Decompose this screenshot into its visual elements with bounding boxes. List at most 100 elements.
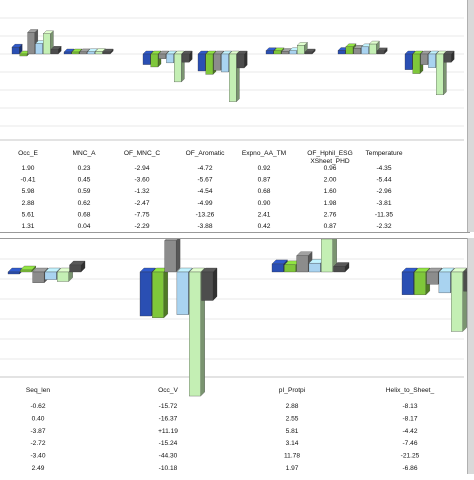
table-cell: 2.88 [22,200,35,207]
table-cell: -4.72 [197,165,212,172]
table-cell: -2.96 [376,188,391,195]
column-header: Seq_len [26,387,51,394]
table-cell: 0.87 [324,223,337,230]
bar [402,272,414,295]
bar [272,264,284,272]
table-cell: -3.60 [134,177,149,184]
bar [427,272,439,284]
column-header: OF_MNC_C [124,150,161,157]
bar [405,54,412,70]
table-cell: 0.90 [258,200,271,207]
bar [444,54,451,62]
bar [152,272,164,318]
table-cell: -8.17 [402,415,417,422]
table-cell: 5.81 [286,428,299,435]
table-cell: -3.88 [197,223,212,230]
table-cell: 0.59 [78,188,91,195]
bar [28,32,35,54]
table-cell: 2.88 [286,403,299,410]
table-cell: -2.29 [134,223,149,230]
bar [338,51,345,54]
bar [45,272,57,280]
table-cell: -16.37 [159,415,178,422]
table-cell: 1.98 [324,200,337,207]
bar [289,51,296,54]
table-cell: 1.97 [286,465,299,472]
table-cell: -4.42 [402,428,417,435]
column-header: MNC_A [72,150,96,157]
bar [8,272,20,274]
bar [309,263,321,272]
table-cell: -10.18 [159,465,178,472]
top-scrollbar[interactable] [467,0,474,232]
bar-side [176,239,180,272]
bar [451,272,463,332]
table-cell: 2.76 [324,211,337,218]
table-cell: 0.62 [78,200,91,207]
table-cell: 2.55 [286,415,299,422]
bar [237,54,244,68]
bar [43,34,50,54]
table-cell: -5.67 [197,177,212,184]
table-cell: 0.96 [324,165,337,172]
table-cell: 0.23 [78,165,91,172]
column-header: pI_Protpi [279,387,306,394]
bar [12,47,19,54]
bar [202,272,214,301]
bar [266,51,273,54]
bar [177,272,189,315]
bar [72,52,79,54]
bar [421,54,428,65]
column-header: XSheet_PHD [310,158,349,165]
bar [35,44,42,54]
bar [20,270,32,272]
bar [229,54,236,102]
table-cell: -3.87 [30,428,45,435]
table-cell: -8.13 [402,403,417,410]
table-cell: -2.32 [376,223,391,230]
bar [214,54,221,70]
bar [140,272,152,316]
bar [413,54,420,74]
table-cell: -4.99 [197,200,212,207]
bar [182,54,189,62]
bar [361,47,368,54]
table-cell: -5.44 [376,177,391,184]
table-cell: -2.94 [134,165,149,172]
bar [274,51,281,54]
bar [159,54,166,59]
bar [57,272,68,282]
bar [198,54,205,71]
table-cell: -7.75 [134,211,149,218]
bar [321,239,333,272]
table-cell: -21.25 [401,453,420,460]
bar [414,272,426,295]
table-cell: 0.45 [78,177,91,184]
column-header: Helix_to_Sheet_ [386,387,435,394]
bar [70,265,82,272]
table-cell: 0.68 [258,188,271,195]
table-cell: -4.35 [376,165,391,172]
bar [51,49,58,54]
table-cell: -3.40 [30,453,45,460]
table-cell: 0.04 [78,223,91,230]
table-cell: 0.40 [32,415,45,422]
table-cell: -0.41 [20,177,35,184]
bar-side [213,268,217,301]
table-cell: -0.62 [30,403,45,410]
table-cell: 2.41 [258,211,271,218]
bar [284,265,296,272]
column-header: Occ_V [158,387,178,394]
table-cell: -4.54 [197,188,212,195]
bar [151,54,158,67]
bar [206,54,213,74]
table-cell: -13.26 [196,211,215,218]
table-cell: -11.35 [375,211,394,218]
bar [95,52,102,54]
table-cell: 0.42 [258,223,271,230]
table-cell: 0.92 [258,165,271,172]
bottom-scrollbar[interactable] [467,238,474,474]
bar [87,52,94,54]
top-chart: Occ_E1.90-0.415.982.885.611.31MNC_A0.230… [0,0,470,232]
bar [20,54,27,56]
